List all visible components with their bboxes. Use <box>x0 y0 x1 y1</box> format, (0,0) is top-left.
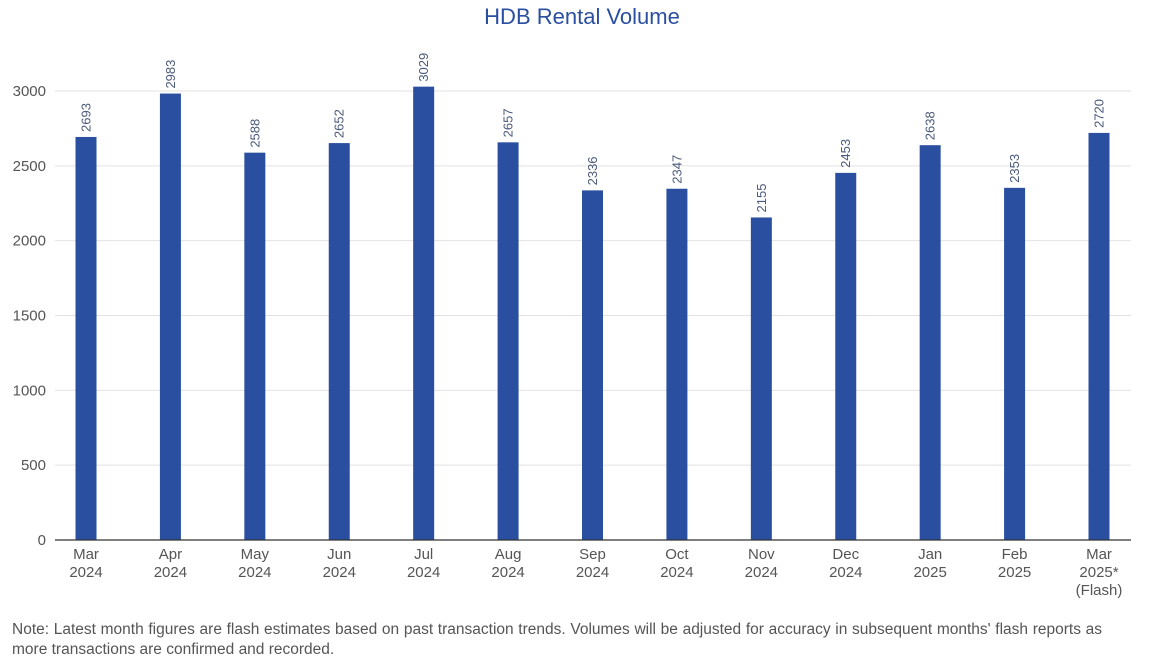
bar <box>244 152 266 541</box>
x-tick-label: Feb 2025 <box>998 546 1031 581</box>
data-label: 2720 <box>1092 99 1107 128</box>
y-tick-label: 2000 <box>13 233 46 250</box>
data-label: 2155 <box>754 184 769 213</box>
bar <box>75 136 97 540</box>
bar <box>328 143 350 541</box>
bars: 2693 2983 2588 2652 3029 2657 2336 2347 2155 2453… <box>75 53 1110 541</box>
bar <box>666 188 688 540</box>
data-label: 2453 <box>838 139 853 168</box>
bar <box>750 217 772 541</box>
x-tick-label: Nov 2024 <box>745 546 778 581</box>
y-tick-label: 1000 <box>13 382 46 399</box>
bar <box>1088 132 1110 540</box>
x-tick-label: Aug 2024 <box>491 546 524 581</box>
y-tick-label: 2500 <box>13 158 46 175</box>
y-tick-label: 3000 <box>13 83 46 100</box>
bar <box>1004 187 1026 540</box>
bar-chart: 2693 2983 2588 2652 3029 2657 2336 2347 2155 2453… <box>13 53 1131 599</box>
data-label: 2347 <box>669 155 684 184</box>
x-tick-label: Mar 2025* (Flash) <box>1076 546 1123 599</box>
x-tick-label: Mar 2024 <box>69 546 102 581</box>
bar <box>159 93 181 540</box>
x-tick-label: Apr 2024 <box>154 546 187 581</box>
x-tick-label: Dec 2024 <box>829 546 862 581</box>
data-label: 2588 <box>247 119 262 148</box>
data-label: 2638 <box>923 111 938 140</box>
bar <box>919 145 941 541</box>
axes: 0 500 1000 1500 2000 2500 3000 Mar 2024 Apr 2024 Ma… <box>13 83 1131 599</box>
data-label: 3029 <box>416 53 431 82</box>
y-tick-label: 500 <box>21 457 46 474</box>
x-tick-label: Jun 2024 <box>323 546 356 581</box>
x-tick-label: Oct 2024 <box>660 546 693 581</box>
data-label: 2652 <box>332 109 347 138</box>
bar <box>582 190 603 540</box>
x-tick-label: Jul 2024 <box>407 546 440 581</box>
data-label: 2336 <box>585 156 600 185</box>
chart-title: HDB Rental Volume <box>484 4 680 29</box>
data-label: 2657 <box>501 108 516 137</box>
y-tick-label: 1500 <box>13 308 46 325</box>
x-tick-label: Sep 2024 <box>576 546 609 581</box>
x-tick-label: May 2024 <box>238 546 271 581</box>
data-label: 2983 <box>163 60 178 89</box>
chart-note: Note: Latest month figures are flash est… <box>12 621 1102 658</box>
data-label: 2693 <box>79 103 94 132</box>
bar <box>835 172 857 540</box>
bar <box>413 86 435 540</box>
x-tick-label: Jan 2025 <box>913 546 946 581</box>
y-tick-label: 0 <box>38 532 46 549</box>
bar <box>497 142 519 540</box>
data-label: 2353 <box>1007 154 1022 183</box>
